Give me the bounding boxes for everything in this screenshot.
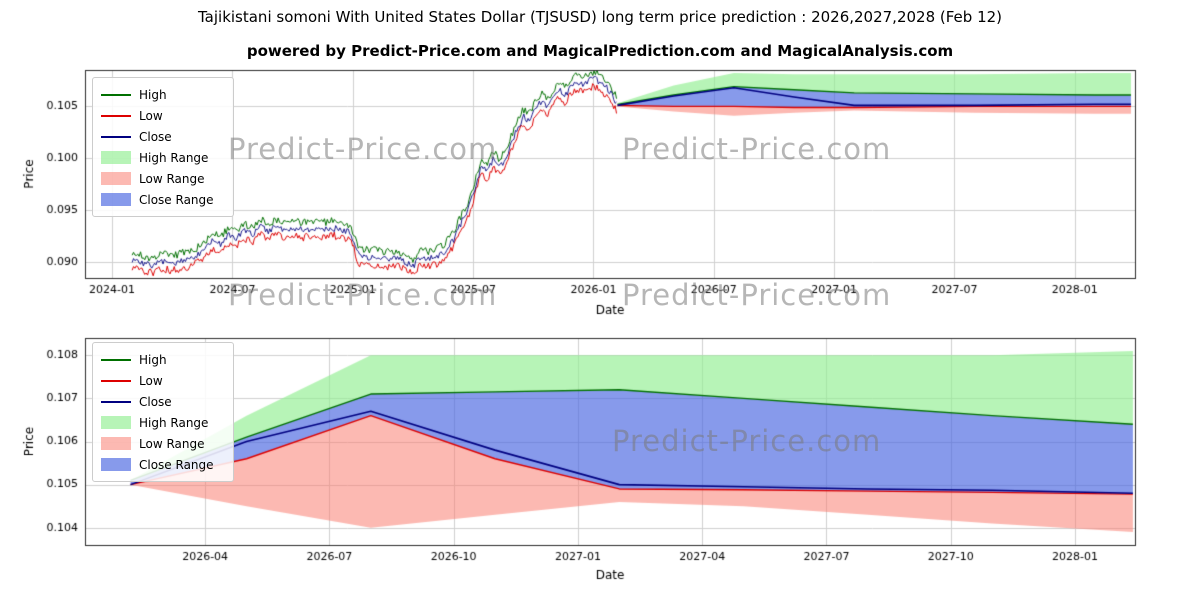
legend-label: High Range xyxy=(139,415,209,430)
legend-label: High xyxy=(139,352,167,367)
legend: High Low Close High Range Low Range Close Ran… xyxy=(92,77,234,217)
legend-line-swatch xyxy=(101,400,131,403)
legend-item: Low xyxy=(101,370,223,391)
legend-label: High xyxy=(139,87,167,102)
legend-item: Low Range xyxy=(101,168,223,189)
legend-item: High xyxy=(101,84,223,105)
legend-line-swatch xyxy=(101,135,131,138)
legend-label: Close xyxy=(139,394,172,409)
legend-patch-swatch xyxy=(101,416,131,429)
legend-label: High Range xyxy=(139,150,209,165)
legend-item: Low xyxy=(101,105,223,126)
legend-line-swatch xyxy=(101,114,131,117)
legend-line-swatch xyxy=(101,358,131,361)
legend: High Low Close High Range Low Range Close Ran… xyxy=(92,342,234,482)
legend-patch-swatch xyxy=(101,151,131,164)
legend-item: Close xyxy=(101,391,223,412)
legend-patch-swatch xyxy=(101,193,131,206)
legend-item: Close Range xyxy=(101,189,223,210)
legend-item: High Range xyxy=(101,412,223,433)
legend-label: Close Range xyxy=(139,457,214,472)
legend-label: Close Range xyxy=(139,192,214,207)
legend-label: Low Range xyxy=(139,171,205,186)
legend-item: High Range xyxy=(101,147,223,168)
legend-label: Low Range xyxy=(139,436,205,451)
legend-line-swatch xyxy=(101,379,131,382)
legend-label: Low xyxy=(139,373,163,388)
legend-item: High xyxy=(101,349,223,370)
legend-label: Low xyxy=(139,108,163,123)
legend-patch-swatch xyxy=(101,437,131,450)
legend-item: Low Range xyxy=(101,433,223,454)
legend-label: Close xyxy=(139,129,172,144)
legend-patch-swatch xyxy=(101,458,131,471)
chart-title: Tajikistani somoni With United States Do… xyxy=(197,8,1003,26)
legend-item: Close Range xyxy=(101,454,223,475)
chart-subtitle: powered by Predict-Price.com and Magical… xyxy=(246,42,954,60)
legend-line-swatch xyxy=(101,93,131,96)
legend-item: Close xyxy=(101,126,223,147)
legend-patch-swatch xyxy=(101,172,131,185)
